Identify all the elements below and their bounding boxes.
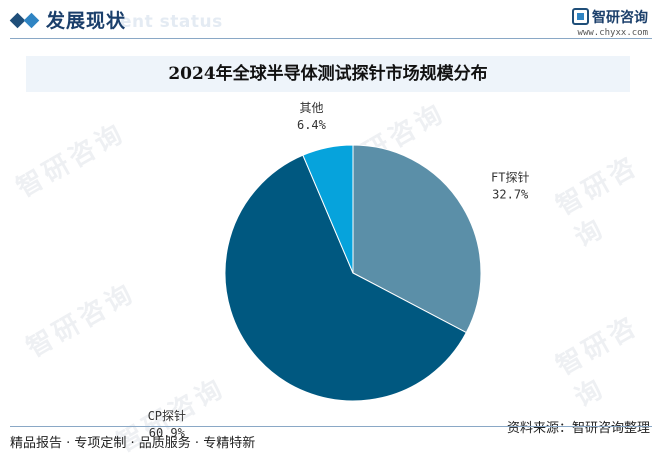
footer-divider bbox=[10, 426, 652, 427]
header-divider bbox=[10, 38, 652, 39]
pie-slice-3 bbox=[302, 144, 354, 274]
footer-slogan: 精品报告 · 专项定制 · 品质服务 · 专精特新 bbox=[10, 436, 256, 451]
slice-label: 其他 bbox=[299, 101, 323, 115]
pie-slice-1 bbox=[352, 144, 482, 334]
logo-icon bbox=[572, 8, 589, 25]
header-ghost-text: ent status bbox=[120, 12, 223, 32]
slice-value-label: 6.4% bbox=[297, 118, 327, 132]
slice-label: FT探针 bbox=[491, 169, 529, 184]
slice-value-label: 60.9% bbox=[149, 426, 186, 440]
chart-title-bar: 2024年全球半导体测试探针市场规模分布 bbox=[26, 56, 630, 92]
header: ent status 发展现状 智研咨询 www.chyxx.com bbox=[0, 0, 662, 44]
pie-slice-2 bbox=[224, 154, 467, 402]
logo-text: 智研咨询 bbox=[592, 9, 648, 26]
source-note: 资料来源：智研咨询整理 bbox=[506, 421, 650, 436]
section-title: 发展现状 bbox=[46, 10, 127, 32]
logo-url: www.chyxx.com bbox=[577, 27, 648, 38]
chart-title: 2024年全球半导体测试探针市场规模分布 bbox=[168, 64, 488, 84]
logo: 智研咨询 www.chyxx.com bbox=[572, 6, 648, 38]
slice-label: CP探针 bbox=[148, 408, 186, 423]
slice-value-label: 32.7% bbox=[492, 187, 529, 201]
